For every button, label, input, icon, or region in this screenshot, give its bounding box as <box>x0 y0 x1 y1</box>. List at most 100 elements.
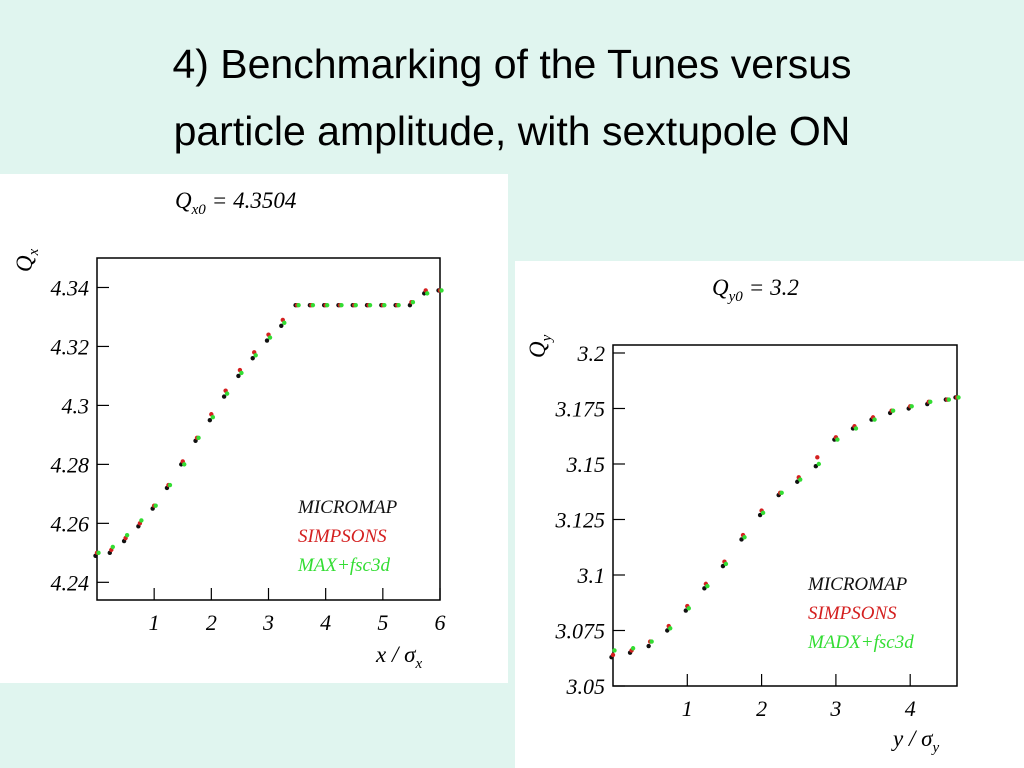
x-tick-label: 2 <box>206 610 217 635</box>
data-point <box>324 302 330 308</box>
data-point <box>720 563 726 569</box>
y-tick-label: 4.34 <box>51 275 90 300</box>
data-point <box>153 503 158 508</box>
data-point <box>367 302 373 308</box>
y-axis-label-symbol: Q <box>12 255 37 272</box>
x-tick-label: 5 <box>377 610 388 635</box>
annotation-text: = 3.2 <box>749 275 799 300</box>
data-point <box>439 288 444 293</box>
annotation-subscript: y0 <box>727 289 744 305</box>
x-tick-label: 4 <box>320 610 331 635</box>
data-point <box>946 397 952 402</box>
data-point <box>649 639 654 644</box>
data-point <box>798 477 803 482</box>
x-axis-label-subscript: y <box>930 740 939 756</box>
data-point <box>310 302 316 308</box>
data-point <box>279 323 284 329</box>
y-tick-label: 4.24 <box>51 570 90 595</box>
data-point <box>739 537 744 542</box>
x-axis-label-symbol: x / σ <box>375 642 417 667</box>
y-tick-label: 4.32 <box>51 334 90 359</box>
y-axis-label-subscript: y <box>539 334 555 343</box>
y-tick-label: 3.2 <box>577 341 606 366</box>
y-tick-label: 4.26 <box>51 511 90 536</box>
data-point <box>167 482 173 488</box>
data-point <box>124 532 130 538</box>
annotation: Qx0 = 4.3504 <box>175 188 296 218</box>
y-axis-label-symbol: Q <box>525 341 550 358</box>
data-point <box>339 302 344 308</box>
data-point <box>282 320 287 326</box>
data-point <box>612 648 617 653</box>
y-tick-label: 3.05 <box>566 674 606 699</box>
y-axis-label: Qx <box>12 248 42 272</box>
data-point <box>742 535 747 540</box>
data-point <box>296 302 301 308</box>
annotation: Qy0 = 3.2 <box>712 275 799 305</box>
data-point <box>646 643 651 649</box>
y-tick-label: 3.075 <box>555 618 606 643</box>
data-point <box>795 479 800 484</box>
legend-entry: SIMPSONS <box>298 526 387 547</box>
data-point <box>956 395 961 400</box>
x-tick-label: 3 <box>829 696 841 721</box>
data-point <box>816 461 822 467</box>
legend-entry: MICROMAP <box>807 574 908 595</box>
data-point <box>835 437 840 442</box>
data-point <box>224 391 230 396</box>
data-point <box>705 583 710 589</box>
y-tick-label: 3.125 <box>555 507 606 532</box>
x-tick-label: 1 <box>682 696 693 721</box>
y-axis-label-subscript: x <box>26 248 42 256</box>
legend-entry: MICROMAP <box>297 497 398 518</box>
data-point <box>760 510 766 516</box>
data-point <box>182 462 187 467</box>
y-tick-label: 3.175 <box>555 396 606 421</box>
x-axis-label: y / σy <box>891 726 939 756</box>
x-tick-label: 4 <box>905 696 916 721</box>
data-point <box>665 628 670 633</box>
data-point <box>853 426 859 431</box>
data-point <box>96 550 101 556</box>
data-point <box>139 518 144 523</box>
data-point <box>253 353 258 358</box>
data-point <box>425 291 430 296</box>
x-tick-label: 2 <box>756 696 767 721</box>
data-point <box>236 373 241 379</box>
x-axis-label: x / σx <box>375 642 422 672</box>
data-point <box>779 490 784 496</box>
y-tick-label: 3.15 <box>566 452 606 477</box>
data-point <box>610 652 616 658</box>
data-point <box>909 404 914 409</box>
data-point <box>267 335 273 340</box>
y-axis-label: Qy <box>525 334 555 358</box>
legend-entry: MADX+fsc3d <box>807 632 914 653</box>
data-point <box>207 417 213 423</box>
chart-panel <box>0 174 508 683</box>
annotation-text: = 4.3504 <box>212 188 297 213</box>
y-tick-label: 4.3 <box>62 393 90 418</box>
data-point <box>221 394 227 399</box>
data-point <box>890 408 896 413</box>
data-point <box>813 464 819 469</box>
slide-title: particle amplitude, with sextupole ON <box>174 108 851 154</box>
data-point <box>928 399 933 405</box>
annotation-symbol: Q <box>175 188 192 213</box>
data-point <box>239 370 244 376</box>
legend-entry: MAX+fsc3d <box>297 555 390 576</box>
x-axis-label-subscript: x <box>414 656 422 672</box>
plot-frame <box>612 344 958 687</box>
data-point <box>686 606 691 611</box>
x-tick-label: 6 <box>435 610 446 635</box>
data-point <box>382 302 387 308</box>
data-point <box>872 417 877 422</box>
data-point <box>723 561 729 567</box>
data-point <box>683 608 688 613</box>
y-tick-label: 3.1 <box>577 563 606 588</box>
data-point <box>196 435 201 441</box>
data-point <box>353 302 358 308</box>
data-point <box>410 300 416 305</box>
x-tick-label: 1 <box>149 610 160 635</box>
annotation-subscript: x0 <box>191 202 207 218</box>
